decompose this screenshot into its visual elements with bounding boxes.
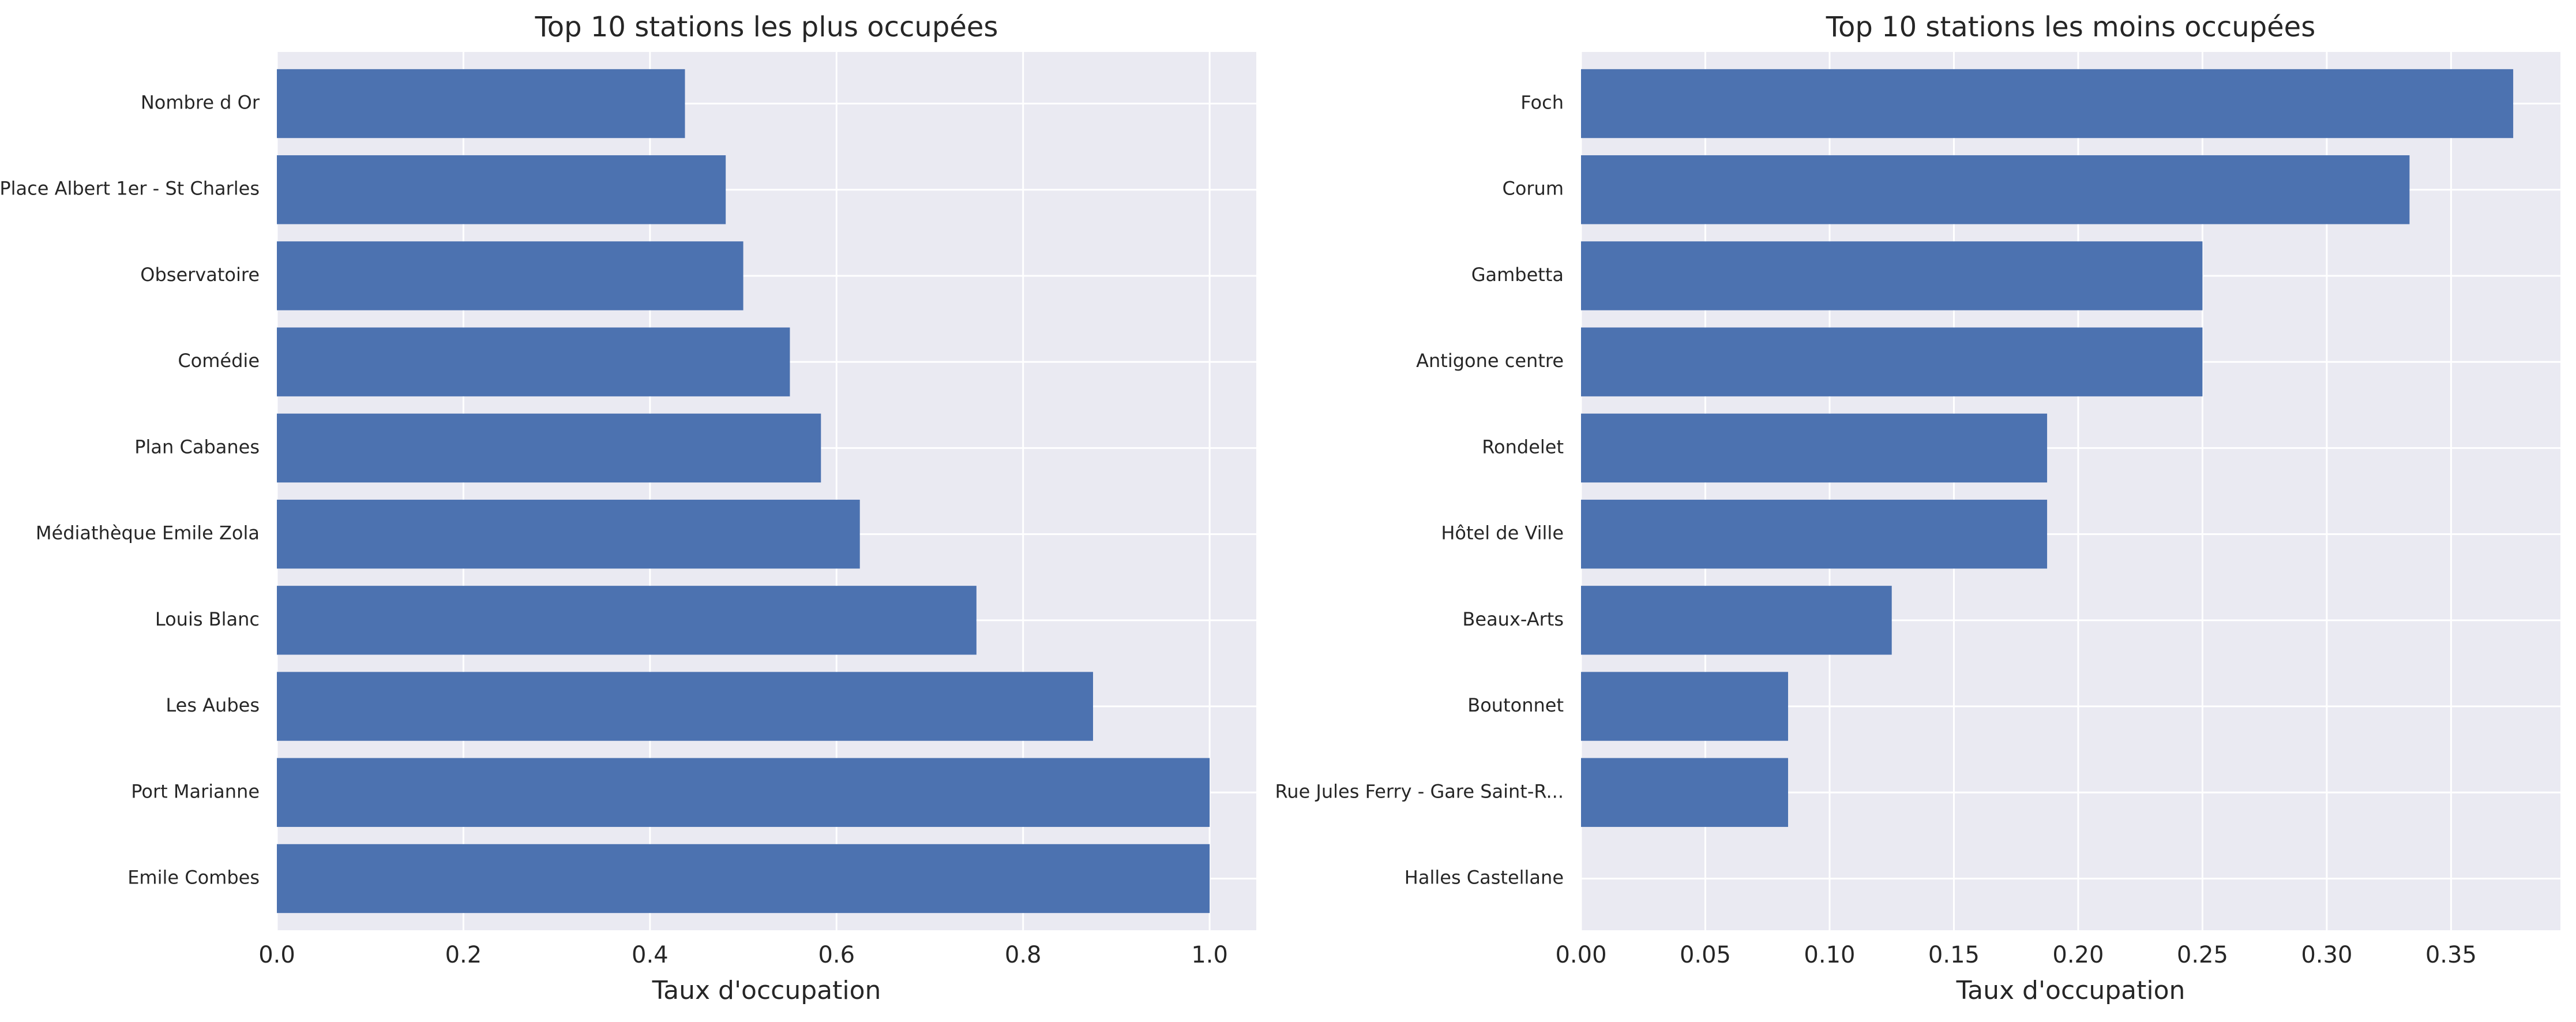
y-tick-label: Port Marianne	[131, 780, 260, 802]
bar	[277, 413, 821, 483]
chart-title: Top 10 stations les moins occupées	[1826, 11, 2315, 43]
y-tick-label: Louis Blanc	[155, 608, 260, 630]
y-tick-label: Plan Cabanes	[134, 436, 260, 458]
x-axis-label: Taux d'occupation	[652, 976, 881, 1005]
y-tick-label: Beaux-Arts	[1462, 608, 1564, 630]
bar	[1581, 758, 1788, 827]
x-tick-label: 0.35	[2425, 942, 2477, 968]
bar	[277, 241, 743, 310]
y-tick-label: Rue Jules Ferry - Gare Saint-R...	[1275, 780, 1564, 802]
y-tick-label: Rondelet	[1482, 436, 1564, 458]
bar	[1581, 155, 2410, 224]
y-tick-label: Place Albert 1er - St Charles	[0, 178, 260, 200]
bar	[277, 758, 1210, 827]
y-tick-label: Les Aubes	[166, 694, 260, 716]
x-tick-label: 0.25	[2177, 942, 2228, 968]
bar	[277, 844, 1210, 914]
x-tick-label: 0.4	[632, 942, 669, 968]
x-tick-label: 1.0	[1191, 942, 1228, 968]
x-tick-label: 0.6	[818, 942, 855, 968]
x-tick-label: 0.10	[1804, 942, 1855, 968]
bar	[277, 499, 860, 569]
bar	[1581, 672, 1788, 741]
x-tick-label: 0.8	[1005, 942, 1042, 968]
y-tick-label: Emile Combes	[127, 866, 260, 888]
bar	[1581, 241, 2203, 310]
y-tick-label: Boutonnet	[1467, 694, 1564, 716]
bar	[1581, 69, 2514, 138]
y-tick-label: Gambetta	[1471, 264, 1564, 286]
y-tick-label: Hôtel de Ville	[1441, 522, 1564, 544]
chart-title: Top 10 stations les plus occupées	[535, 11, 998, 43]
chart-most-occupied: Nombre d Or Place Albert 1er - St Charles…	[0, 11, 1256, 1005]
y-tick-label: Observatoire	[140, 264, 260, 286]
bar	[277, 327, 790, 396]
x-axis-label: Taux d'occupation	[1956, 976, 2186, 1005]
x-tick-label: 0.00	[1555, 942, 1606, 968]
bar	[277, 672, 1093, 741]
bar	[1581, 413, 2048, 483]
y-tick-label: Médiathèque Emile Zola	[36, 522, 260, 544]
y-tick-label: Nombre d Or	[141, 92, 260, 114]
bar	[1581, 586, 1892, 655]
x-tick-label: 0.05	[1680, 942, 1731, 968]
x-tick-label: 0.15	[1928, 942, 1980, 968]
y-tick-label: Halles Castellane	[1405, 866, 1564, 888]
bar	[277, 586, 977, 655]
y-tick-label: Foch	[1520, 92, 1564, 114]
y-tick-label: Antigone centre	[1416, 350, 1564, 372]
y-tick-label: Comédie	[178, 350, 260, 372]
bar	[277, 155, 726, 224]
x-tick-label: 0.2	[445, 942, 482, 968]
chart-least-occupied: Foch Corum Gambetta Antigone centre Rondelet…	[1275, 11, 2560, 1005]
bar	[1581, 499, 2048, 569]
bar	[1581, 327, 2203, 396]
x-tick-label: 0.30	[2301, 942, 2352, 968]
y-tick-label: Corum	[1502, 178, 1564, 200]
bar	[277, 69, 685, 138]
x-tick-label: 0.0	[258, 942, 295, 968]
x-tick-label: 0.20	[2052, 942, 2104, 968]
